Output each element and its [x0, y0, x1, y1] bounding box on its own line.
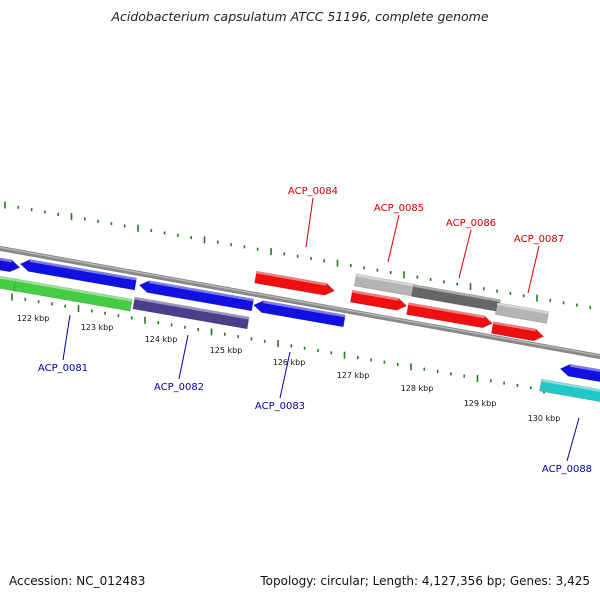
gene-arrow-acp0085-red — [350, 289, 408, 311]
accession-label: Accession: NC_012483 — [9, 574, 146, 588]
gene-arrow-acp0081-green — [13, 278, 133, 312]
gene-arrow-acp0082-purple — [132, 296, 250, 330]
gene-label-acp0085: ACP_0085 — [374, 203, 424, 214]
backbone-line — [0, 245, 600, 360]
gene-label-acp0085-leader — [387, 214, 400, 263]
gene-label-acp0086: ACP_0086 — [446, 218, 496, 229]
tick-label: 125 kbp — [210, 346, 243, 355]
gene-label-acp0088-leader — [566, 417, 580, 462]
gene-label-acp0084-leader — [305, 197, 314, 248]
gene-label-acp0082-leader — [178, 334, 189, 380]
gene-arrow-acp0086-red-shine — [408, 302, 485, 319]
gene-arrow-acp0085-red-shine — [352, 290, 399, 301]
gene-label-acp0081: ACP_0081 — [38, 363, 88, 374]
gene-arrow-acp0085 — [354, 273, 414, 297]
gene-arrow-acp0080 — [0, 257, 21, 273]
gene-arrow-acp0085-shine — [356, 274, 414, 287]
gene-arrow-acp0082-shine — [148, 280, 254, 302]
gene-features — [0, 257, 600, 402]
gene-arrow-acp0080-green-shine — [0, 276, 20, 283]
gene-label-acp0087-leader — [527, 245, 540, 294]
gene-arrow-acp0087 — [495, 302, 549, 324]
gene-label-acp0081-leader — [62, 314, 71, 361]
gene-arrow-acp0084 — [254, 270, 335, 296]
gene-arrow-acp0082-purple-shine — [134, 297, 250, 320]
tick-label: 122 kbp — [17, 314, 50, 323]
tick-marks — [4, 201, 599, 401]
backbone — [0, 245, 600, 360]
gene-arrow-acp0088-shine — [569, 364, 600, 372]
gene-arrow-acp0088-cyan-shine — [541, 379, 600, 392]
gene-arrow-acp0080-shine — [0, 257, 12, 263]
gene-arrow-acp0088 — [559, 364, 600, 383]
gene-arrow-acp0083 — [253, 300, 346, 328]
gene-arrow-acp0082 — [138, 280, 255, 312]
gene-arrow-acp0087-red — [491, 321, 545, 342]
map-labels: ACP_0084 ACP_0085 ACP_0086 ACP_0087 ACP_0081… — [17, 186, 592, 475]
gene-arrow-acp0081-shine — [29, 259, 137, 281]
tick-label: 130 kbp — [528, 414, 561, 423]
map-title: Acidobacterium capsulatum ATCC 51196, co… — [111, 9, 489, 24]
tick-label: 126 kbp — [273, 358, 306, 367]
gene-arrow-acp0087-red-shine — [493, 321, 536, 332]
gene-label-acp0088: ACP_0088 — [542, 464, 592, 475]
gene-label-acp0086-leader — [458, 229, 472, 279]
tick-label: 128 kbp — [401, 384, 434, 393]
genome-stats-label: Topology: circular; Length: 4,127,356 bp… — [260, 574, 590, 588]
gene-label-acp0084: ACP_0084 — [288, 186, 338, 197]
gene-arrow-acp0081 — [19, 259, 138, 291]
label-leaders — [62, 197, 580, 462]
backbone-highlight — [0, 246, 600, 357]
tick-label: 123 kbp — [81, 323, 114, 332]
gene-label-acp0083: ACP_0083 — [255, 401, 305, 412]
gene-label-acp0082: ACP_0082 — [154, 382, 204, 393]
gene-arrow-acp0087-shine — [497, 302, 549, 314]
gene-label-acp0087: ACP_0087 — [514, 234, 564, 245]
gene-label-acp0083-leader — [279, 351, 291, 399]
gene-arrow-acp0086-red — [406, 302, 493, 329]
gene-arrow-acp0086-shine — [413, 284, 501, 303]
gene-arrow-acp0084-shine — [256, 271, 327, 286]
tick-label: 129 kbp — [464, 399, 497, 408]
gene-arrow-acp0081-green-shine — [15, 278, 133, 302]
gene-arrow-acp0088-cyan — [539, 378, 600, 402]
tick-label: 127 kbp — [337, 371, 370, 380]
gene-arrow-acp0083-shine — [263, 300, 346, 318]
tick-label: 124 kbp — [145, 335, 178, 344]
